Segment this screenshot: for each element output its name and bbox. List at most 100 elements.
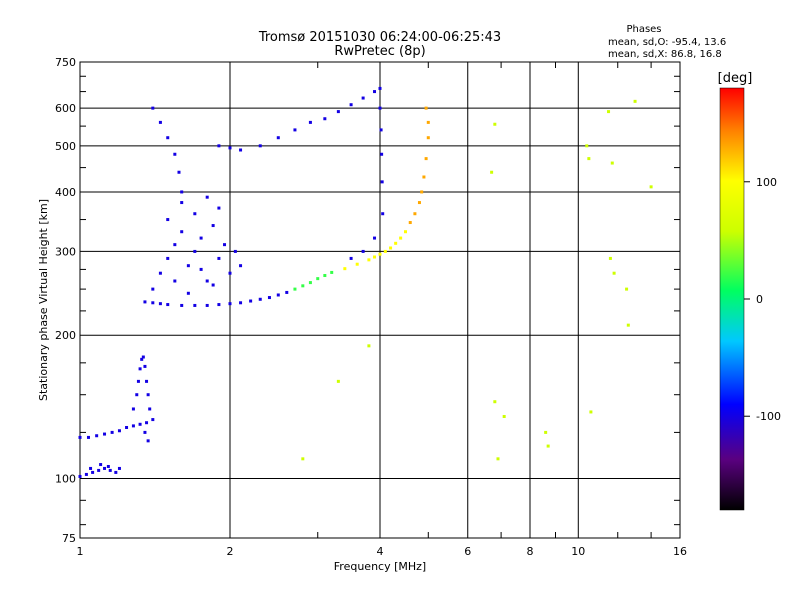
- data-point: [223, 243, 227, 247]
- data-point: [336, 379, 340, 383]
- colorbar-tick-label: 100: [756, 176, 777, 189]
- y-tick-label: 400: [55, 186, 76, 199]
- data-point: [349, 103, 353, 107]
- data-point: [381, 212, 385, 216]
- data-point: [276, 293, 280, 297]
- data-point: [86, 435, 90, 439]
- colorbar-label: [deg]: [718, 71, 753, 86]
- data-point: [258, 297, 262, 301]
- data-point: [180, 230, 184, 234]
- data-point: [258, 144, 262, 148]
- data-point: [166, 303, 170, 307]
- data-point: [233, 249, 237, 253]
- data-point: [135, 393, 139, 397]
- data-point: [649, 185, 653, 189]
- data-point: [217, 256, 221, 260]
- data-point: [145, 379, 149, 383]
- data-point: [146, 439, 150, 443]
- data-point: [625, 287, 629, 291]
- data-point: [166, 136, 170, 140]
- stats-line2: mean, sd,X: 86.8, 16.8: [608, 49, 722, 60]
- data-point: [138, 422, 142, 426]
- data-point: [205, 303, 209, 307]
- data-point: [205, 195, 209, 199]
- data-point: [78, 435, 82, 439]
- data-point: [108, 468, 112, 472]
- data-point: [546, 444, 550, 448]
- data-point: [355, 262, 359, 266]
- colorbar: [719, 87, 745, 511]
- data-point: [106, 464, 110, 468]
- data-point: [173, 152, 177, 156]
- colorbar-ticks: 100 0 -100: [744, 176, 781, 423]
- data-point: [426, 120, 430, 124]
- data-point: [166, 218, 170, 222]
- data-point: [373, 255, 377, 259]
- data-point: [193, 212, 197, 216]
- data-point: [293, 287, 297, 291]
- y-axis-ticks: 75 100 200 300 400 500 600 750: [55, 56, 76, 545]
- chart-title-line1: Tromsø 20151030 06:24:00-06:25:43: [258, 30, 501, 45]
- data-points: [78, 86, 653, 478]
- data-point: [285, 290, 289, 294]
- data-point: [308, 281, 312, 285]
- data-point: [502, 414, 506, 418]
- y-tick-label: 750: [55, 56, 76, 69]
- data-point: [361, 96, 365, 100]
- data-point: [205, 279, 209, 283]
- data-point: [151, 301, 155, 305]
- data-point: [607, 110, 611, 114]
- stats-line1: mean, sd,O: -95.4, 13.6: [608, 37, 726, 48]
- data-point: [633, 99, 637, 103]
- x-axis-label: Frequency [MHz]: [334, 560, 426, 573]
- data-point: [125, 425, 129, 429]
- data-point: [136, 379, 140, 383]
- x-tick-label: 16: [673, 545, 687, 558]
- y-tick-label: 100: [55, 473, 76, 486]
- x-axis-ticks: 1 2 4 6 8 10 16: [77, 545, 688, 558]
- data-point: [336, 110, 340, 114]
- y-tick-label: 200: [55, 329, 76, 342]
- data-point: [110, 430, 114, 434]
- data-point: [267, 296, 271, 300]
- data-point: [180, 303, 184, 307]
- data-point: [249, 299, 253, 303]
- data-point: [380, 152, 384, 156]
- data-point: [424, 106, 428, 110]
- data-point: [380, 180, 384, 184]
- data-point: [151, 106, 155, 110]
- data-point: [217, 206, 221, 210]
- x-tick-label: 10: [571, 545, 585, 558]
- data-point: [610, 161, 614, 165]
- data-point: [166, 256, 170, 260]
- data-point: [151, 287, 155, 291]
- data-point: [239, 148, 243, 152]
- data-point: [103, 432, 107, 436]
- data-point: [239, 301, 243, 305]
- data-point: [308, 120, 312, 124]
- data-point: [89, 466, 93, 470]
- data-point: [199, 236, 203, 240]
- data-point: [186, 264, 190, 268]
- data-point: [158, 120, 162, 124]
- data-point: [408, 221, 412, 225]
- data-point: [612, 271, 616, 275]
- data-point: [186, 291, 190, 295]
- colorbar-tick-label: 0: [756, 293, 763, 306]
- data-point: [173, 279, 177, 283]
- y-tick-label: 75: [62, 532, 76, 545]
- data-point: [422, 175, 426, 179]
- data-point: [143, 364, 147, 368]
- colorbar-tick-label: -100: [756, 410, 781, 423]
- data-point: [413, 212, 417, 216]
- data-point: [424, 157, 428, 161]
- data-point: [148, 407, 152, 411]
- data-point: [239, 264, 243, 268]
- data-point: [493, 400, 497, 404]
- data-point: [158, 271, 162, 275]
- data-point: [228, 271, 232, 275]
- data-point: [99, 463, 103, 467]
- data-point: [276, 136, 280, 140]
- data-point: [78, 474, 82, 478]
